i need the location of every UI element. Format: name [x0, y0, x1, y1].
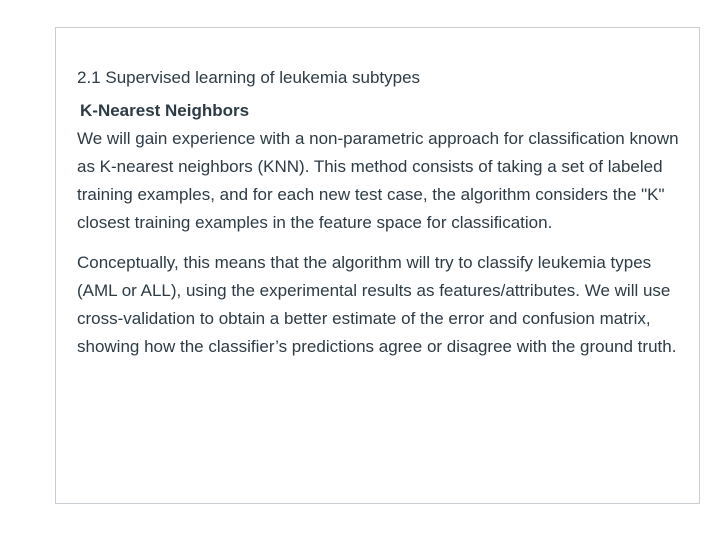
subheading-knn: K-Nearest Neighbors [80, 101, 250, 120]
content-panel: 2.1 Supervised learning of leukemia subt… [55, 27, 700, 504]
paragraph-concept: Conceptually, this means that the algori… [77, 253, 677, 356]
section-title: 2.1 Supervised learning of leukemia subt… [77, 68, 421, 87]
content-body: 2.1 Supervised learning of leukemia subt… [77, 66, 681, 373]
paragraph-intro: We will gain experience with a non-param… [77, 129, 679, 232]
